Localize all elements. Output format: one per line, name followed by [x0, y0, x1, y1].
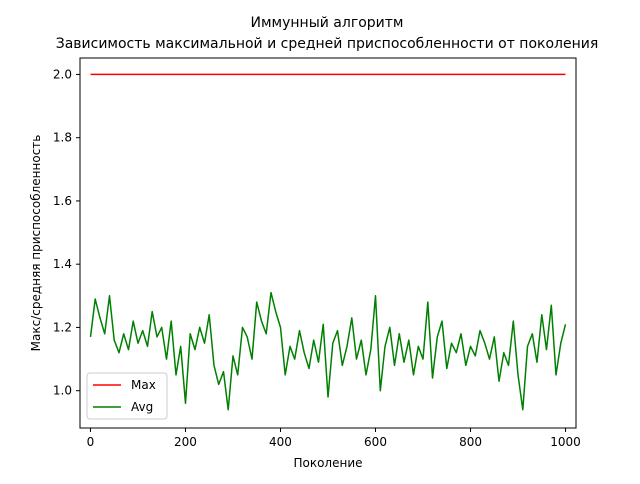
y-tick-label: 1.4: [53, 257, 72, 271]
y-tick-label: 1.8: [53, 131, 72, 145]
axis-ticks: 0 200 400 600 800 1000 1.0 1.2 1.4 1.6 1.8 2.0: [53, 67, 581, 449]
legend-label-avg: Avg: [131, 400, 153, 414]
plot-data: [89, 73, 567, 411]
legend-label-max: Max: [131, 378, 156, 392]
x-tick-label: 0: [87, 435, 95, 449]
chart-title: Иммунный алгоритм: [251, 15, 404, 31]
series-line-avg: [89, 291, 567, 411]
x-tick-label: 1000: [550, 435, 581, 449]
plot-area-frame: [79, 57, 577, 429]
y-tick-label: 1.2: [53, 320, 72, 334]
y-tick-label: 1.0: [53, 384, 72, 398]
y-tick-label: 1.6: [53, 194, 72, 208]
y-tick-label: 2.0: [53, 67, 72, 81]
x-tick-label: 400: [269, 435, 292, 449]
chart-subtitle: Зависимость максимальной и средней присп…: [56, 36, 599, 52]
x-tick-label: 200: [174, 435, 197, 449]
x-axis-label: Поколение: [293, 456, 362, 470]
legend: Max Avg: [86, 372, 168, 420]
x-tick-label: 800: [459, 435, 482, 449]
x-tick-label: 600: [364, 435, 387, 449]
y-axis-label: Макс/средняя приспособленность: [29, 135, 43, 352]
